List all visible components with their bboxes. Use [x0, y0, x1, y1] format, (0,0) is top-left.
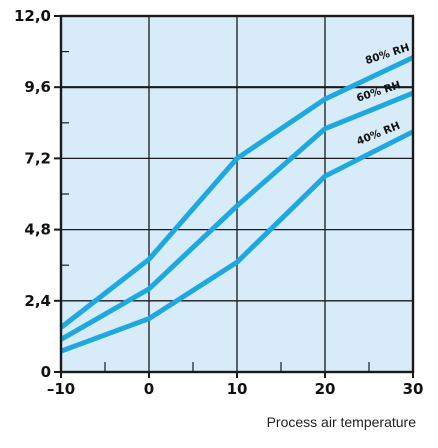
x-tick-label-0: –10 [47, 380, 75, 398]
series-line-0 [59, 55, 415, 330]
series-line-1 [59, 90, 414, 342]
y-tick-label-0: 0 [41, 363, 51, 381]
x-tick-label-1: 0 [144, 380, 154, 398]
y-tick-label-5: 12,0 [14, 7, 51, 25]
y-tick-label-2: 4,8 [24, 221, 51, 239]
x-tick-label-2: 10 [227, 380, 248, 398]
series-line-2 [60, 129, 415, 354]
x-tick-label-3: 20 [315, 380, 336, 398]
plot-frame [59, 14, 415, 374]
y-tick-label-3: 7,2 [24, 149, 51, 167]
x-tick-label-4: 30 [403, 380, 424, 398]
y-tick-label-1: 2,4 [24, 292, 51, 310]
x-axis-label: Process air temperature [266, 414, 416, 430]
y-tick-label-4: 9,6 [24, 78, 51, 96]
